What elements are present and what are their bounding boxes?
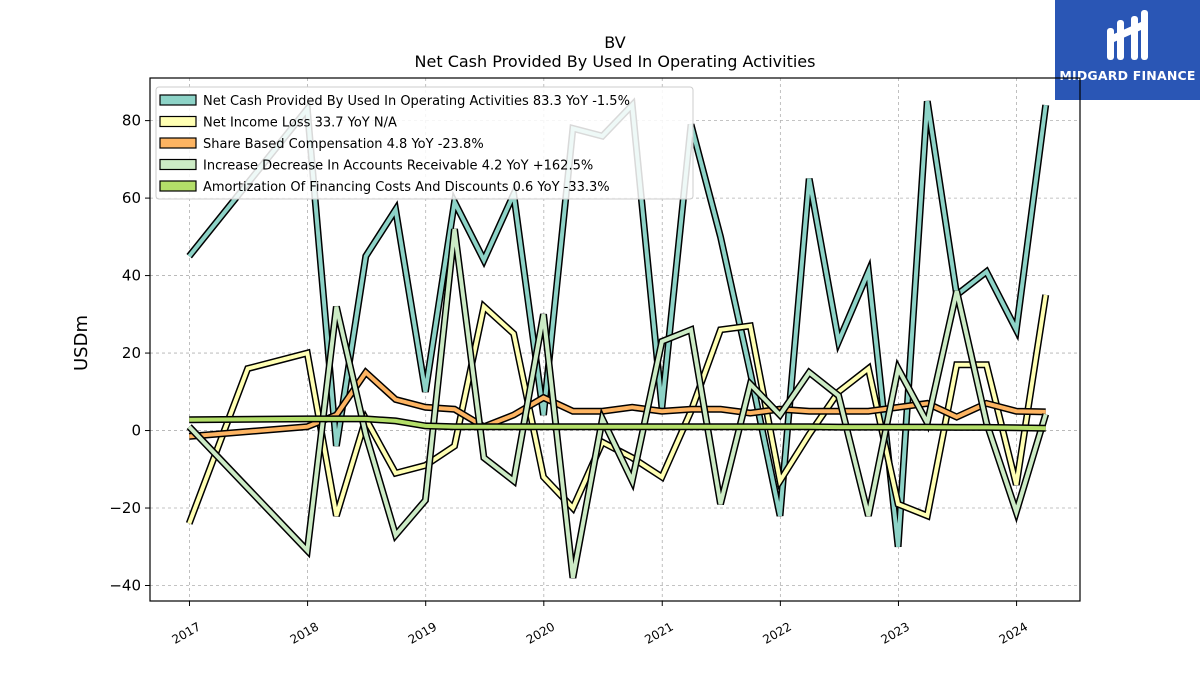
x-tick-label: 2023 xyxy=(879,619,912,646)
legend-entry-4: Increase Decrease In Accounts Receivable… xyxy=(203,159,593,174)
y-axis-label: USDm xyxy=(71,315,92,371)
plot-area-frame xyxy=(149,77,1081,602)
legend-swatch xyxy=(159,115,197,128)
legend-swatch xyxy=(159,158,197,171)
series-line-1 xyxy=(186,97,1050,548)
legend-entry-2: Net Income Loss 33.7 YoY N/A xyxy=(203,116,397,131)
x-tick-label: 2017 xyxy=(170,619,203,646)
legend-entry-1: Net Cash Provided By Used In Operating A… xyxy=(203,94,630,109)
x-tick-label: 2021 xyxy=(642,619,675,646)
legend-box xyxy=(155,86,694,200)
series-stroke xyxy=(189,416,1046,431)
legend-entry-3: Share Based Compensation 4.8 YoY -23.8% xyxy=(203,137,484,152)
legend-swatch xyxy=(159,94,197,106)
y-tick-label: −40 xyxy=(109,577,141,595)
legend-swatch xyxy=(159,180,197,192)
series-stroke xyxy=(187,294,1048,525)
series-group xyxy=(185,97,1050,579)
logo-wordmark: MIDGARD FINANCE xyxy=(1059,68,1196,83)
midgard-finance-logo: MIDGARD FINANCE xyxy=(1055,0,1200,100)
y-tick-label: 60 xyxy=(122,189,141,207)
y-tick-label: 40 xyxy=(122,267,141,285)
y-tick-label: 20 xyxy=(122,344,141,362)
series-stroke xyxy=(187,228,1048,579)
x-tick-label: 2022 xyxy=(760,619,793,646)
x-tick-label: 2024 xyxy=(997,619,1030,646)
series-line-2 xyxy=(185,294,1050,525)
x-tick-label: 2019 xyxy=(406,619,439,646)
x-tick-label: 2020 xyxy=(524,619,557,646)
chart-title: BV xyxy=(604,33,626,52)
legend-entry-5: Amortization Of Financing Costs And Disc… xyxy=(203,180,610,195)
y-tick-label: −20 xyxy=(109,499,141,517)
series-stroke xyxy=(187,100,1048,548)
series-line-5 xyxy=(189,415,1046,432)
legend-swatch xyxy=(159,137,197,149)
midgard-finance-logo-mark xyxy=(1107,10,1148,60)
chart-subtitle: Net Cash Provided By Used In Operating A… xyxy=(414,52,816,71)
series-line-4 xyxy=(186,228,1050,579)
y-tick-label: 0 xyxy=(131,422,141,440)
legend: Net Cash Provided By Used In Operating A… xyxy=(155,86,694,200)
y-tick-label: 80 xyxy=(122,112,141,130)
x-tick-label: 2018 xyxy=(288,619,321,646)
